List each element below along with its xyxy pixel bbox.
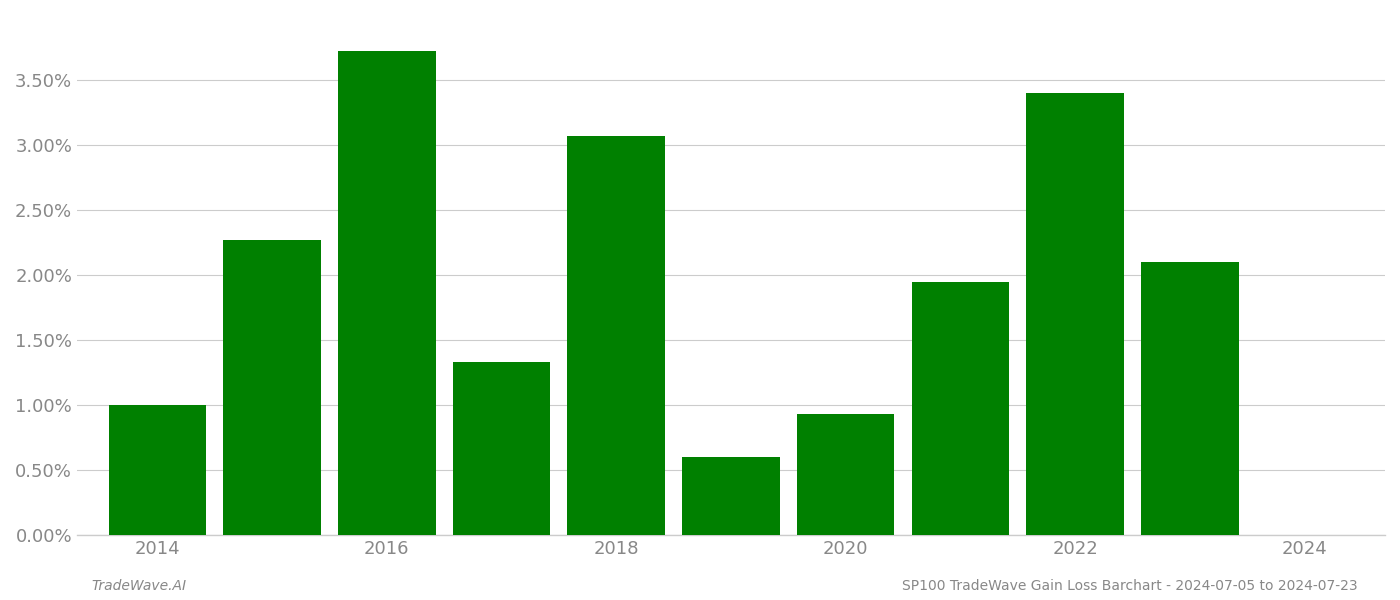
Bar bbox=[567, 136, 665, 535]
Text: TradeWave.AI: TradeWave.AI bbox=[91, 579, 186, 593]
Bar bbox=[797, 414, 895, 535]
Bar bbox=[452, 362, 550, 535]
Bar bbox=[337, 52, 435, 535]
Bar bbox=[223, 240, 321, 535]
Bar bbox=[109, 405, 206, 535]
Bar bbox=[911, 281, 1009, 535]
Text: SP100 TradeWave Gain Loss Barchart - 2024-07-05 to 2024-07-23: SP100 TradeWave Gain Loss Barchart - 202… bbox=[903, 579, 1358, 593]
Bar bbox=[682, 457, 780, 535]
Bar bbox=[1141, 262, 1239, 535]
Bar bbox=[1026, 93, 1124, 535]
